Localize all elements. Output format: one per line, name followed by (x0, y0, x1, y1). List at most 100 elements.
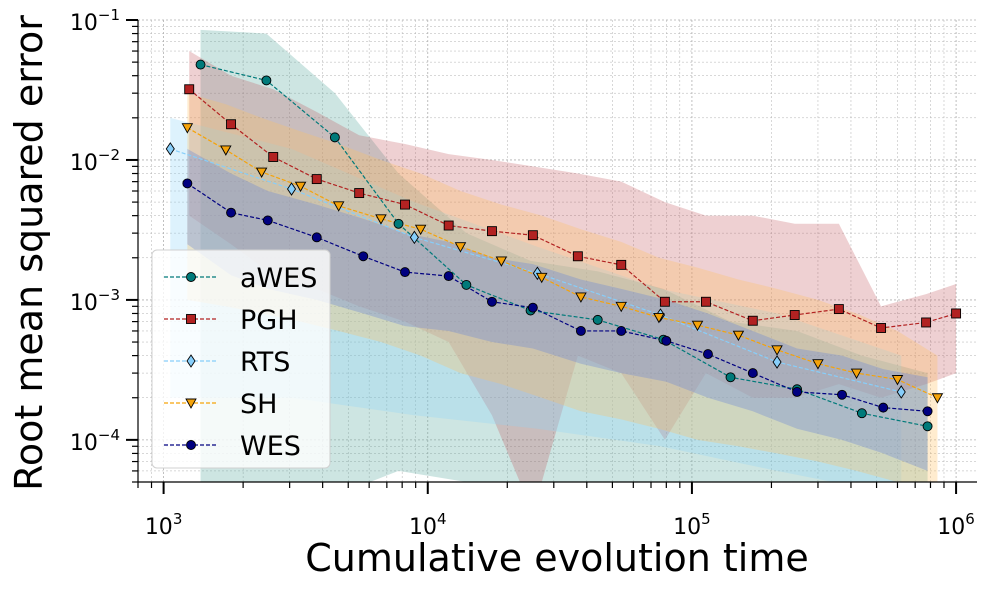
point-rts (286, 182, 297, 196)
point-wes (837, 389, 847, 400)
point-awes (922, 421, 933, 432)
point-pgh (951, 308, 962, 319)
x-axis-title: Cumulative evolution time (305, 536, 808, 580)
legend-frame (151, 249, 331, 469)
point-sh (771, 345, 783, 356)
x-tick-label: 105 (673, 510, 711, 540)
y-tick-label: 10−3 (70, 286, 120, 316)
point-pgh (921, 317, 932, 328)
y-tick-label: 10−4 (70, 426, 120, 456)
point-pgh (527, 230, 538, 241)
point-wes (575, 326, 586, 336)
point-pgh (833, 304, 844, 315)
point-sh (732, 330, 745, 342)
point-wes (922, 406, 933, 417)
point-wes (527, 302, 538, 313)
legend-label-awes: aWES (240, 263, 317, 294)
point-rts (409, 230, 419, 245)
band-rts (170, 117, 902, 482)
point-wes (792, 386, 802, 397)
point-sh (294, 181, 307, 193)
point-wes (487, 296, 497, 307)
line-sh (187, 127, 938, 399)
point-wes (182, 178, 193, 189)
point-awes (195, 59, 206, 70)
point-pgh (268, 152, 279, 162)
tick-labels: 103 104 105 106 10−4 10−3 10−2 10−1 (70, 6, 975, 540)
point-pgh (789, 310, 800, 320)
point-sh (931, 393, 944, 404)
point-sh (255, 167, 268, 178)
legend-label-wes: WES (240, 431, 301, 462)
legend-marker-awes (186, 272, 196, 282)
point-pgh (400, 199, 410, 210)
point-rts (772, 355, 782, 369)
line-wes (187, 182, 928, 412)
point-awes (856, 408, 867, 419)
point-sh (891, 375, 904, 386)
legend-marker-wes (186, 440, 196, 450)
point-pgh (311, 174, 322, 185)
point-pgh (747, 315, 758, 326)
point-awes (461, 279, 472, 290)
legend-marker-rts (186, 354, 196, 368)
y-axis-title: Root mean squared error (7, 15, 51, 491)
point-sh (181, 123, 194, 134)
band-awes (200, 29, 928, 482)
series-markers (165, 59, 962, 432)
point-pgh (487, 226, 497, 237)
x-tick-label: 104 (409, 510, 447, 540)
band-pgh (189, 51, 957, 482)
point-sh (535, 272, 548, 284)
point-wes (443, 271, 454, 282)
point-rts (896, 385, 906, 399)
point-sh (414, 224, 427, 236)
point-sh (575, 292, 587, 303)
point-sh (495, 256, 508, 267)
point-awes (592, 314, 603, 325)
band-wes (187, 148, 928, 471)
point-sh (653, 312, 665, 324)
point-awes (261, 75, 272, 86)
point-sh (850, 368, 863, 380)
point-wes (616, 326, 627, 336)
point-pgh (700, 296, 711, 307)
y-tick-label: 10−1 (70, 6, 120, 36)
point-wes (703, 349, 713, 360)
point-pgh (659, 296, 670, 307)
point-sh (454, 242, 467, 253)
axes (126, 19, 977, 494)
point-awes (329, 132, 340, 143)
point-pgh (226, 119, 236, 130)
legend-label-rts: RTS (240, 347, 290, 378)
legend-label-sh: SH (240, 389, 277, 420)
legend-marker-sh (185, 398, 197, 409)
point-sh (615, 301, 627, 313)
point-sh (332, 201, 345, 212)
legend-marker-pgh (186, 314, 196, 324)
y-tick-label: 10−2 (70, 146, 120, 176)
point-pgh (616, 259, 627, 270)
point-wes (262, 215, 273, 226)
point-wes (311, 232, 322, 243)
point-wes (747, 368, 758, 379)
point-awes (725, 372, 736, 383)
point-sh (691, 320, 704, 332)
point-wes (358, 251, 369, 262)
point-wes (878, 402, 889, 413)
point-sh (220, 145, 232, 156)
point-sh (375, 214, 387, 225)
point-pgh (354, 188, 365, 199)
point-wes (661, 335, 672, 346)
x-tick-label: 103 (145, 510, 183, 540)
point-pgh (572, 251, 583, 262)
legend-label-pgh: PGH (240, 305, 298, 336)
line-awes (200, 64, 928, 427)
legend: aWES PGH RTS SH WES (151, 249, 331, 469)
x-tick-label: 106 (937, 510, 975, 540)
point-pgh (443, 220, 454, 231)
point-pgh (876, 323, 887, 333)
point-wes (226, 207, 236, 218)
point-pgh (184, 84, 195, 95)
